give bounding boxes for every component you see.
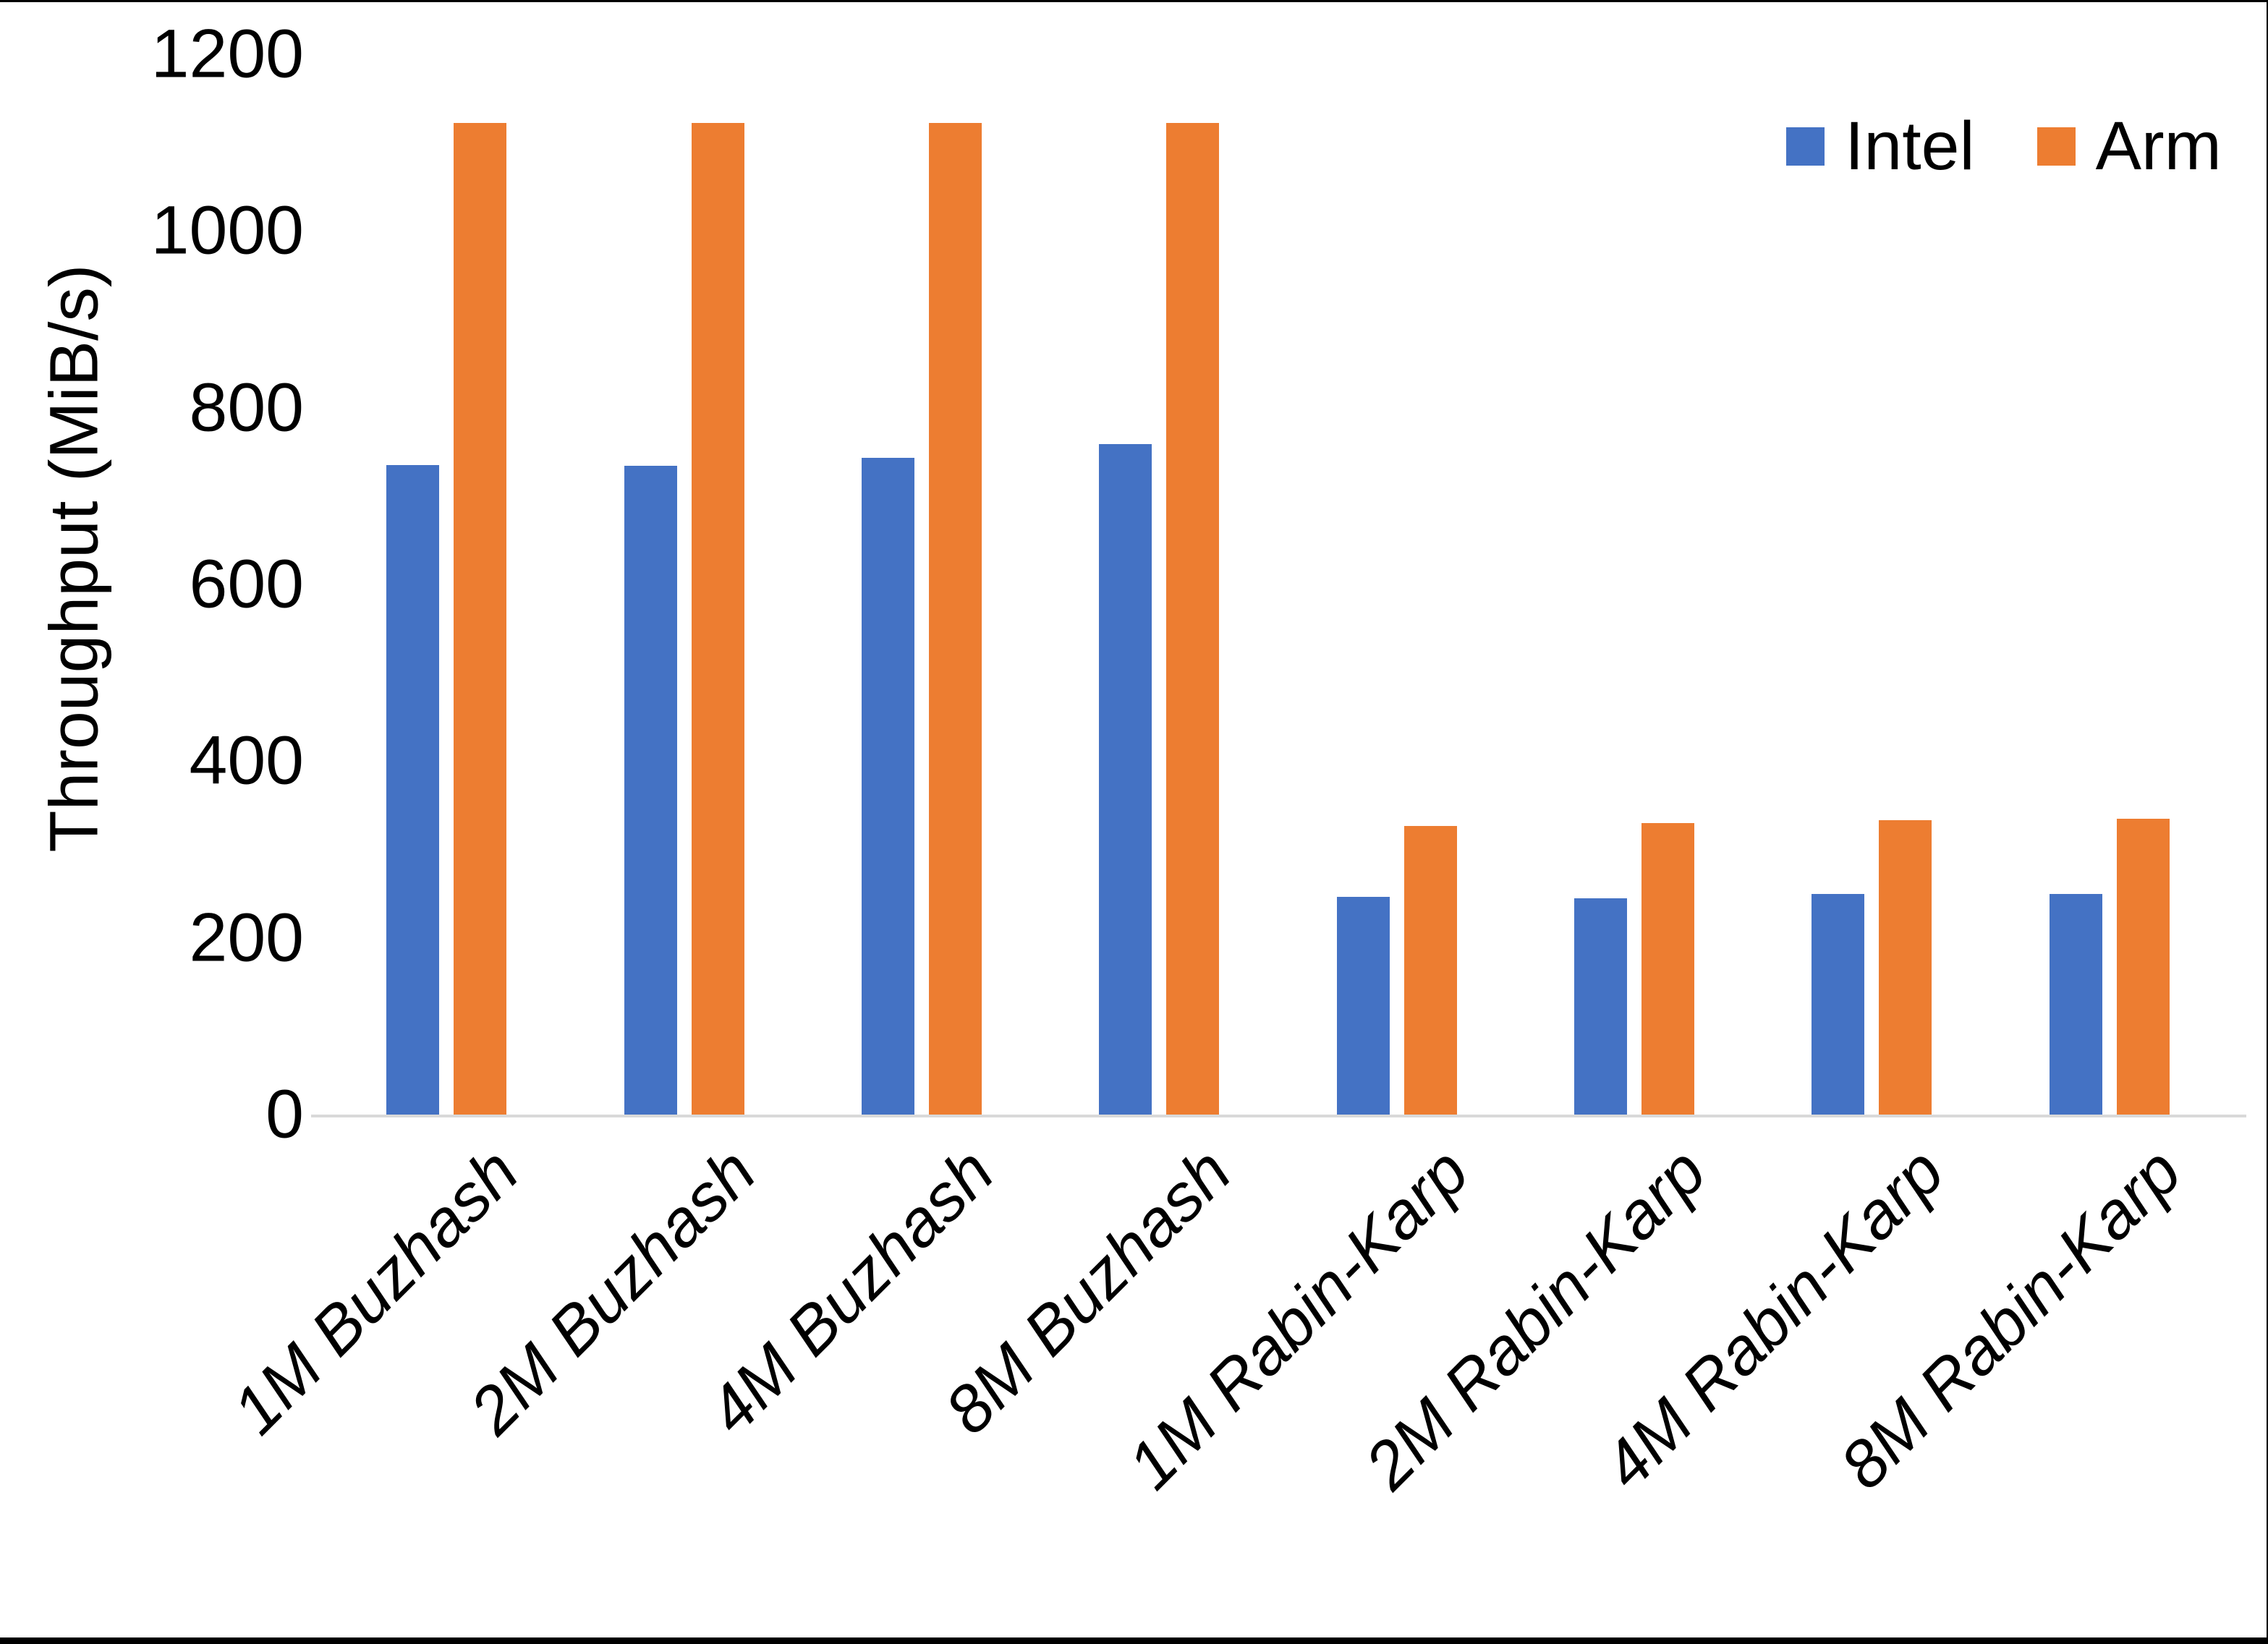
frame-edge-top [0, 0, 2268, 2]
bar-arm-2m-rabin-karp [1641, 823, 1695, 1115]
bar-intel-8m-buzhash [1099, 444, 1152, 1115]
legend: Intel Arm [1786, 108, 2222, 184]
bar-group-1m-rabin-karp [1278, 54, 1516, 1115]
y-tick-label-1000: 1000 [150, 192, 304, 269]
bar-arm-1m-rabin-karp [1403, 826, 1457, 1115]
legend-item-arm: Arm [2036, 108, 2222, 184]
bar-group-2m-rabin-karp [1516, 54, 1753, 1115]
bar-intel-1m-buzhash [386, 465, 440, 1115]
y-tick-label-600: 600 [189, 545, 304, 623]
bar-group-8m-rabin-karp [1991, 54, 2228, 1115]
y-tick-label-1200: 1200 [150, 15, 304, 93]
bar-intel-2m-rabin-karp [1574, 898, 1628, 1115]
x-label-4m-rabin-karp: 4M Rabin-Karp [1589, 1134, 1958, 1504]
bar-intel-1m-rabin-karp [1336, 897, 1390, 1115]
bar-group-1m-buzhash [328, 54, 565, 1115]
x-label-2m-buzhash: 2M Buzhash [456, 1134, 770, 1449]
frame-edge-bottom [0, 1637, 2268, 1644]
intel-series-swatch-icon [1786, 127, 1825, 166]
bar-group-4m-rabin-karp [1753, 54, 1990, 1115]
bar-arm-4m-buzhash [928, 123, 982, 1115]
y-tick-label-800: 800 [189, 369, 304, 446]
x-label-1m-rabin-karp: 1M Rabin-Karp [1113, 1134, 1483, 1504]
y-tick-label-0: 0 [266, 1076, 304, 1153]
x-axis-line [311, 1115, 2246, 1117]
y-tick-label-200: 200 [189, 899, 304, 976]
legend-item-intel: Intel [1786, 108, 1975, 184]
x-label-8m-buzhash: 8M Buzhash [931, 1134, 1245, 1449]
bar-group-4m-buzhash [803, 54, 1040, 1115]
plot-area [328, 54, 2228, 1115]
bar-intel-2m-buzhash [624, 466, 677, 1115]
bar-group-2m-buzhash [565, 54, 802, 1115]
legend-label-arm: Arm [2095, 108, 2222, 184]
x-label-8m-rabin-karp: 8M Rabin-Karp [1826, 1134, 2196, 1504]
y-tick-label-400: 400 [189, 722, 304, 799]
arm-series-swatch-icon [2036, 127, 2076, 166]
bar-arm-8m-rabin-karp [2116, 819, 2170, 1115]
bar-arm-2m-buzhash [691, 123, 744, 1115]
frame-edge-right [2267, 0, 2268, 1644]
x-label-2m-rabin-karp: 2M Rabin-Karp [1351, 1134, 1720, 1504]
bar-intel-4m-rabin-karp [1812, 894, 1865, 1115]
bar-arm-1m-buzhash [454, 123, 507, 1115]
legend-label-intel: Intel [1845, 108, 1975, 184]
bar-intel-8m-rabin-karp [2049, 894, 2102, 1115]
bar-group-8m-buzhash [1040, 54, 1278, 1115]
x-label-4m-buzhash: 4M Buzhash [693, 1134, 1008, 1449]
bar-arm-8m-buzhash [1166, 123, 1220, 1115]
y-axis-tick-labels: 1200 1000 800 600 400 200 0 [0, 0, 304, 1644]
bar-arm-4m-rabin-karp [1879, 820, 1932, 1115]
bar-intel-4m-buzhash [861, 458, 914, 1115]
